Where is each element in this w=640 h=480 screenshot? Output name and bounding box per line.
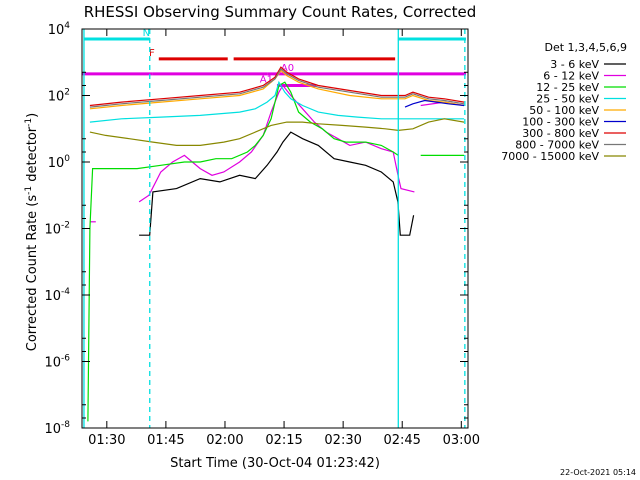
y-tick-label: 10-6 <box>44 354 70 371</box>
series-line <box>89 66 465 107</box>
flag-label: N <box>143 28 150 39</box>
series-line <box>89 80 465 123</box>
y-axis-label-exp2: -1 <box>24 118 34 127</box>
series-line <box>89 69 465 110</box>
flag-label: A0 <box>281 63 294 74</box>
y-axis-label-exp1: -1 <box>24 186 34 195</box>
series-line <box>138 84 415 203</box>
legend-item-label: 50 - 100 keV <box>529 104 599 117</box>
x-tick-label: 03:00 <box>443 433 480 448</box>
series-line <box>139 131 415 236</box>
y-axis-label-mid: detector <box>25 126 40 186</box>
legend-item-label: 3 - 6 keV <box>550 58 599 71</box>
y-axis-ticks: 10-8 10-6 10-4 10-2 100 102 104 <box>44 21 468 437</box>
plot-frame <box>81 28 469 429</box>
y-tick-label: 10-4 <box>44 287 70 304</box>
y-axis-label: Corrected Count Rate (s-1 detector-1) <box>24 113 40 351</box>
x-axis-ticks: 01:30 01:45 02:00 02:15 02:30 02:45 03:00 <box>88 29 480 448</box>
y-tick-label: 102 <box>48 88 70 105</box>
chart-title: RHESSI Observing Summary Count Rates, Co… <box>84 3 477 21</box>
series-lines <box>87 66 465 422</box>
y-tick-label: 104 <box>48 21 71 38</box>
y-axis-label-main: Corrected Count Rate (s <box>25 195 40 352</box>
y-tick-label: 100 <box>48 154 71 171</box>
x-tick-label: 02:15 <box>265 433 302 448</box>
y-axis-label-end: ) <box>25 113 40 118</box>
legend-item-label: 6 - 12 keV <box>543 70 599 83</box>
series-line <box>404 99 465 108</box>
x-tick-label: 01:45 <box>147 433 184 448</box>
legend-item-label: 12 - 25 keV <box>536 81 599 94</box>
x-axis-label: Start Time (30-Oct-04 01:23:42) <box>170 456 380 471</box>
x-tick-label: 02:30 <box>324 433 361 448</box>
legend-title: Det 1,3,4,5,6,9 <box>544 41 627 54</box>
x-tick-label: 01:30 <box>88 433 125 448</box>
flag-bars: NF A0 A1 <box>82 28 467 88</box>
footer-date: 22-Oct-2021 05:14 <box>560 468 636 477</box>
series-line <box>89 118 465 146</box>
series-line <box>87 81 399 422</box>
legend-item-label: 800 - 7000 keV <box>515 139 599 152</box>
series-line <box>89 67 465 108</box>
flag-label: A1 <box>260 75 273 86</box>
legend-item-label: 7000 - 15000 keV <box>501 150 599 163</box>
legend-item-label: 25 - 50 keV <box>536 93 599 106</box>
x-tick-label: 02:45 <box>383 433 420 448</box>
y-tick-label: 10-8 <box>44 420 70 437</box>
y-tick-label: 10-2 <box>44 221 70 238</box>
flag-label: F <box>149 48 155 59</box>
legend-item-label: 300 - 800 keV <box>522 127 599 140</box>
vertical-markers <box>83 29 466 428</box>
x-tick-label: 02:00 <box>206 433 243 448</box>
legend-item-label: 100 - 300 keV <box>522 116 599 129</box>
